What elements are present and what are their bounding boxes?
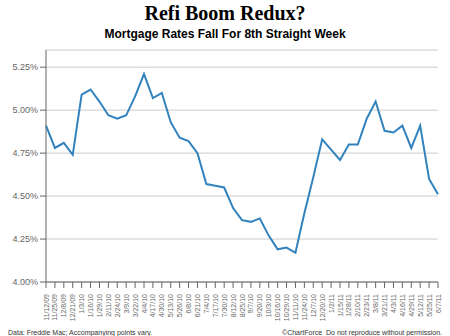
svg-text:12/8/09: 12/8/09 [60, 294, 67, 317]
svg-text:3/22/10: 3/22/10 [132, 294, 139, 317]
svg-text:7/17/10: 7/17/10 [212, 294, 219, 317]
svg-text:4.25%: 4.25% [12, 234, 38, 244]
svg-text:4/3/11: 4/3/11 [390, 294, 397, 313]
svg-text:11/12/09: 11/12/09 [43, 294, 50, 321]
svg-text:10/3/10: 10/3/10 [265, 294, 272, 317]
svg-text:4.50%: 4.50% [12, 191, 38, 201]
svg-text:4/17/10: 4/17/10 [149, 294, 156, 317]
svg-text:5/12/11: 5/12/11 [417, 294, 424, 317]
svg-text:5.00%: 5.00% [12, 105, 38, 115]
svg-text:3/8/11: 3/8/11 [372, 294, 379, 313]
html-text:Mortgage Rates Fall For 8th St: Mortgage Rates Fall For 8th Straight Wee… [104, 27, 346, 41]
svg-text:5/26/10: 5/26/10 [176, 294, 183, 317]
svg-text:6/21/10: 6/21/10 [194, 294, 201, 317]
svg-text:7/4/10: 7/4/10 [203, 294, 210, 314]
html-text:Data: Freddie Mac; Accompanyin: Data: Freddie Mac; Accompanying points v… [8, 329, 153, 336]
svg-text:2/24/10: 2/24/10 [114, 294, 121, 317]
svg-text:10/29/10: 10/29/10 [283, 294, 290, 321]
svg-text:1/2/11: 1/2/11 [328, 294, 335, 313]
svg-text:4.75%: 4.75% [12, 148, 38, 158]
svg-text:6/8/10: 6/8/10 [185, 294, 192, 314]
svg-text:1/28/11: 1/28/11 [345, 294, 352, 317]
svg-text:1/29/10: 1/29/10 [96, 294, 103, 317]
svg-text:9/20/10: 9/20/10 [256, 294, 263, 317]
svg-text:2/23/11: 2/23/11 [363, 294, 370, 317]
svg-text:12/20/10: 12/20/10 [319, 294, 326, 321]
svg-text:4/29/11: 4/29/11 [408, 294, 415, 317]
svg-text:4.00%: 4.00% [12, 277, 38, 287]
svg-text:8/25/10: 8/25/10 [239, 294, 246, 317]
svg-text:5/13/10: 5/13/10 [167, 294, 174, 317]
svg-text:2/10/11: 2/10/11 [354, 294, 361, 317]
svg-text:5.25%: 5.25% [12, 62, 38, 72]
svg-text:9/7/10: 9/7/10 [247, 294, 254, 314]
svg-text:1/15/11: 1/15/11 [337, 294, 344, 317]
svg-text:4/4/10: 4/4/10 [141, 294, 148, 314]
svg-text:7/30/10: 7/30/10 [221, 294, 228, 317]
svg-text:1/3/10: 1/3/10 [78, 294, 85, 314]
svg-text:4/16/11: 4/16/11 [399, 294, 406, 317]
svg-text:5/25/11: 5/25/11 [426, 294, 433, 317]
svg-text:6/7/11: 6/7/11 [435, 294, 442, 313]
svg-text:3/9/10: 3/9/10 [123, 294, 130, 314]
svg-text:10/16/10: 10/16/10 [274, 294, 281, 321]
svg-text:12/7/10: 12/7/10 [310, 294, 317, 317]
svg-text:8/12/10: 8/12/10 [230, 294, 237, 317]
svg-text:3/21/11: 3/21/11 [381, 294, 388, 317]
svg-text:2/11/10: 2/11/10 [105, 294, 112, 317]
svg-text:11/25/09: 11/25/09 [51, 294, 58, 321]
svg-text:4/30/10: 4/30/10 [158, 294, 165, 317]
html-text:©ChartForce Do not reproduce w: ©ChartForce Do not reproduce without per… [282, 329, 442, 336]
svg-text:1/16/10: 1/16/10 [87, 294, 94, 317]
svg-text:12/21/09: 12/21/09 [69, 294, 76, 321]
html-text:Refi Boom Redux?: Refi Boom Redux? [144, 2, 306, 24]
svg-text:11/11/10: 11/11/10 [292, 294, 299, 320]
svg-text:11/24/10: 11/24/10 [301, 294, 308, 321]
